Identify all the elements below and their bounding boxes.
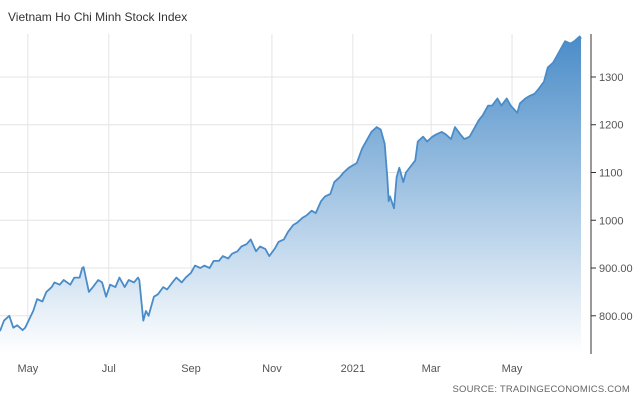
y-tick-label: 800.00 [599,311,633,323]
y-tick-label: 1000 [599,215,623,227]
y-tick-label: 1100 [599,168,623,180]
y-tick-label: 1300 [599,72,623,84]
x-axis-ticks: May Jul Sep Nov 2021 Mar May [17,363,522,375]
x-tick-label: Nov [262,363,282,375]
x-tick-label: Jul [102,363,116,375]
x-tick-label: May [17,363,38,375]
y-tick-label: 900.00 [599,263,633,275]
y-axis-ticks: 800.00 900.00 1000 1100 1200 1300 [591,72,633,323]
x-tick-label: May [502,363,523,375]
source-label: SOURCE: TRADINGECONOMICS.COM [452,384,630,395]
y-tick-label: 1200 [599,120,623,132]
x-tick-label: 2021 [341,363,365,375]
x-tick-label: Mar [422,363,441,375]
series-area [0,36,581,355]
chart-title: Vietnam Ho Chi Minh Stock Index [8,10,188,24]
x-tick-label: Sep [181,363,201,375]
series-line [0,35,582,332]
